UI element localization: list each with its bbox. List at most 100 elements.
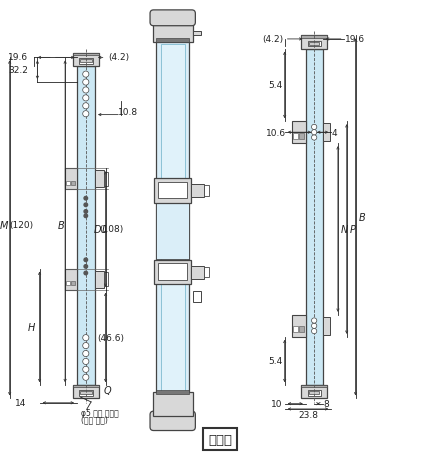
Text: D: D	[94, 224, 102, 235]
Bar	[156, 179, 189, 260]
Bar	[65, 169, 77, 190]
Bar	[104, 173, 108, 186]
Text: 23.8: 23.8	[298, 410, 318, 419]
Text: B: B	[359, 213, 365, 223]
Text: 5.4: 5.4	[269, 81, 283, 90]
Text: M: M	[0, 220, 8, 230]
Text: B: B	[57, 220, 64, 230]
Text: H: H	[28, 322, 35, 332]
Bar	[309, 392, 319, 395]
Text: Q: Q	[103, 385, 111, 395]
Bar	[293, 134, 298, 140]
Bar	[71, 181, 75, 185]
Bar	[193, 32, 201, 36]
Bar	[71, 281, 75, 285]
Circle shape	[84, 204, 88, 207]
Bar	[301, 36, 327, 50]
Circle shape	[83, 103, 89, 110]
Text: (108): (108)	[99, 225, 123, 234]
Text: 10: 10	[271, 399, 283, 409]
Bar	[73, 54, 99, 56]
Bar	[292, 315, 306, 337]
Circle shape	[83, 358, 89, 365]
Bar	[292, 122, 306, 144]
Circle shape	[83, 112, 89, 118]
Bar	[308, 391, 321, 396]
Text: 4: 4	[332, 129, 337, 137]
Bar	[65, 269, 77, 290]
Text: 19.6: 19.6	[7, 52, 28, 62]
Bar	[80, 60, 92, 63]
Circle shape	[84, 210, 88, 214]
FancyBboxPatch shape	[150, 11, 195, 27]
Bar	[104, 273, 108, 286]
Bar	[191, 185, 204, 198]
Bar	[308, 42, 321, 47]
Circle shape	[83, 80, 89, 86]
Bar	[156, 39, 189, 43]
Bar	[193, 291, 201, 302]
Bar	[306, 50, 323, 386]
Bar	[66, 181, 70, 185]
Circle shape	[84, 272, 88, 275]
FancyBboxPatch shape	[150, 411, 195, 431]
Text: (46.6): (46.6)	[97, 333, 125, 342]
Bar	[73, 386, 99, 387]
Text: 8: 8	[323, 399, 329, 409]
Circle shape	[83, 95, 89, 102]
Text: N: N	[341, 224, 348, 235]
Bar	[301, 386, 327, 387]
Circle shape	[84, 258, 88, 262]
Bar	[154, 179, 191, 203]
Bar	[161, 45, 185, 392]
Bar	[158, 183, 187, 199]
Bar	[79, 59, 93, 64]
Bar	[73, 54, 99, 67]
Circle shape	[312, 130, 317, 135]
Circle shape	[312, 324, 317, 329]
Bar	[204, 267, 209, 278]
Circle shape	[84, 197, 88, 201]
Circle shape	[312, 135, 317, 141]
Bar	[301, 386, 327, 398]
Text: (4.2): (4.2)	[108, 52, 129, 62]
Text: 5.4: 5.4	[269, 357, 283, 366]
Circle shape	[312, 125, 317, 130]
Text: 19.6: 19.6	[345, 34, 366, 44]
Text: 14: 14	[15, 398, 27, 408]
Text: 10.8: 10.8	[117, 107, 138, 116]
Circle shape	[83, 72, 89, 78]
Circle shape	[83, 335, 89, 341]
Circle shape	[312, 318, 317, 324]
Text: L: L	[102, 224, 107, 235]
Text: φ5 회색 케이블: φ5 회색 케이블	[81, 409, 119, 418]
Bar	[323, 317, 330, 335]
Text: 32.2: 32.2	[8, 66, 29, 75]
Circle shape	[84, 214, 88, 218]
Bar	[323, 124, 330, 142]
Bar	[95, 271, 104, 288]
Bar	[73, 386, 99, 398]
Text: (4.2): (4.2)	[262, 34, 283, 44]
Circle shape	[84, 265, 88, 269]
Circle shape	[312, 329, 317, 334]
Bar	[156, 43, 189, 394]
Bar	[66, 281, 70, 285]
Circle shape	[83, 351, 89, 357]
Bar	[293, 326, 298, 333]
Bar	[299, 134, 304, 140]
Bar	[79, 391, 93, 396]
Bar	[204, 186, 209, 196]
Circle shape	[83, 366, 89, 373]
Bar	[77, 67, 95, 386]
Circle shape	[83, 88, 89, 94]
Circle shape	[83, 343, 89, 349]
Text: (120): (120)	[9, 221, 33, 230]
Bar	[95, 171, 104, 188]
Bar	[156, 391, 189, 394]
Bar	[158, 264, 187, 280]
Bar	[309, 43, 319, 45]
Bar	[301, 36, 327, 39]
Bar	[153, 17, 193, 43]
Circle shape	[83, 375, 89, 381]
